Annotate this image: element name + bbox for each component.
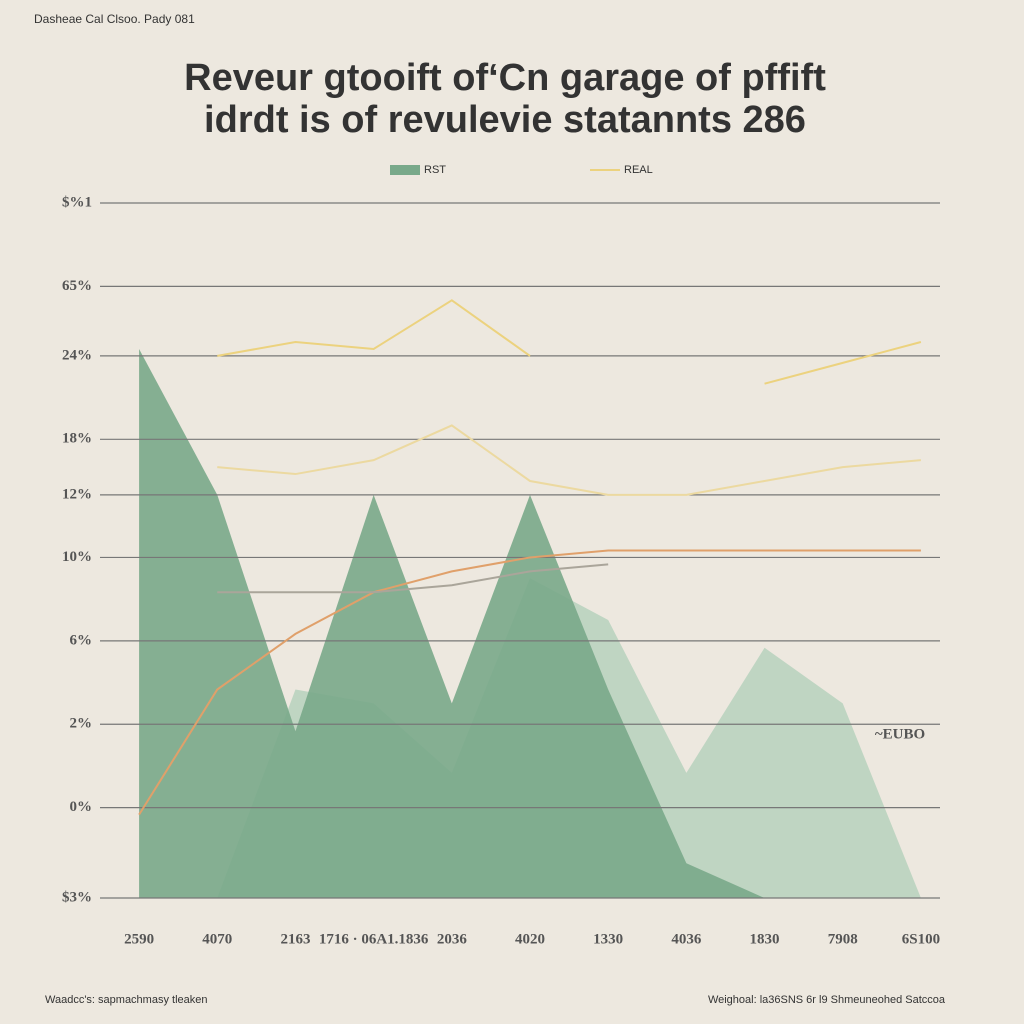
annotation: ~EUBO: [875, 726, 925, 742]
x-tick-label: 2163: [280, 931, 310, 947]
x-tick-label: 1330: [593, 931, 623, 947]
line: [217, 563, 609, 594]
x-tick-label: 4070: [202, 931, 232, 947]
x-tick-label: 6S100: [902, 931, 940, 947]
y-tick-label: 65%: [62, 278, 92, 294]
area: [139, 348, 921, 898]
x-tick-label: 4020: [515, 931, 545, 947]
line: [217, 299, 922, 385]
y-tick-label: 18%: [62, 431, 92, 447]
x-tick-label: 1716 · 06A1.1836: [319, 931, 429, 947]
line: [217, 424, 921, 496]
chart-title: Reveur gtooift of‘Cn garage of pffift: [184, 57, 826, 99]
x-tick-label: 2590: [124, 931, 154, 947]
y-tick-label: 24%: [62, 347, 92, 363]
chart-subtitle: idrdt is of revulevie statannts 286: [204, 99, 806, 141]
x-tick-label: 7908: [828, 931, 858, 947]
footer-right: Weighoal: la36SNS 6r l9 Shmeuneohed Satc…: [708, 994, 946, 1006]
header: Dasheae Cal Clsoo. Pady 081: [34, 12, 195, 26]
y-tick-label: 12%: [62, 486, 92, 502]
footer-left: Waadcc's: sapmachmasy tleaken: [45, 994, 207, 1006]
y-tick-label: 10%: [62, 549, 92, 565]
legend-label: RST: [424, 164, 446, 176]
y-tick-label: 6%: [70, 632, 93, 648]
legend-label: REAL: [624, 164, 653, 176]
legend-swatch: [390, 165, 420, 175]
x-tick-label: 2036: [437, 931, 468, 947]
line: [138, 549, 921, 816]
x-tick-label: 1830: [750, 931, 780, 947]
y-tick-label: $%1: [62, 194, 92, 210]
y-tick-label: 2%: [70, 716, 93, 732]
y-tick-label: $3%: [62, 889, 92, 905]
x-tick-label: 4036: [671, 931, 702, 947]
y-tick-label: 0%: [70, 799, 93, 815]
